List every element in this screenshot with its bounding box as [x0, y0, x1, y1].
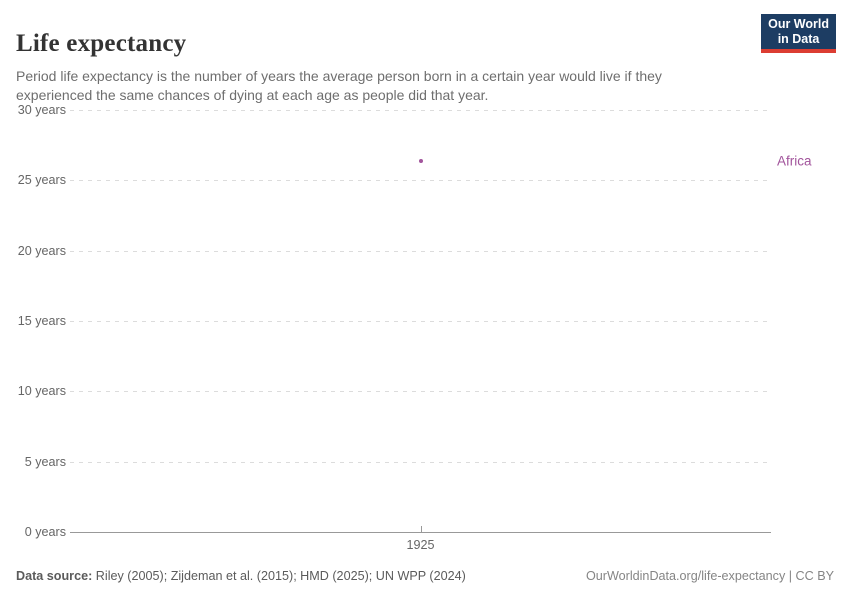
owid-url-link[interactable]: OurWorldinData.org/life-expectancy | CC … — [585, 569, 834, 583]
ytick-label-0: 0 years — [24, 525, 66, 539]
gridline-30 — [70, 110, 771, 111]
ytick-label-20: 20 years — [17, 243, 66, 258]
gridline-10 — [70, 391, 771, 393]
chart-subtitle: Period life expectancy is the number of … — [16, 68, 662, 103]
x-axis-line — [70, 532, 771, 533]
data-source-note: Data source: Riley (2005); Zijdeman et a… — [16, 569, 466, 583]
ytick-label-5: 5 years — [24, 454, 66, 469]
owid-logo-line2: in Data — [777, 32, 820, 46]
gridline-5 — [70, 461, 771, 463]
page-title: Life expectancy — [16, 29, 187, 57]
ytick-label-15: 15 years — [17, 314, 66, 328]
data-source-text: Riley (2005); Zijdeman et al. (2015); HM… — [92, 569, 466, 583]
xtick-mark-1925 — [420, 526, 422, 532]
ytick-label-25: 25 years — [17, 173, 66, 188]
ytick-label-10: 10 years — [17, 384, 66, 399]
xtick-label-1925: 1925 — [406, 538, 435, 552]
gridline-15 — [70, 321, 771, 322]
gridline-25 — [70, 180, 771, 182]
owid-logo[interactable]: Our World in Data — [761, 14, 836, 53]
owid-logo-line1: Our World — [768, 17, 829, 31]
entity-label-africa[interactable]: Africa — [777, 153, 812, 169]
data-point-africa-1925[interactable] — [418, 158, 423, 163]
chart-footer: Data source: Riley (2005); Zijdeman et a… — [16, 569, 834, 583]
gridline-20 — [70, 250, 771, 252]
ytick-label-30: 30 years — [17, 103, 66, 117]
data-source-label: Data source: — [16, 569, 93, 583]
